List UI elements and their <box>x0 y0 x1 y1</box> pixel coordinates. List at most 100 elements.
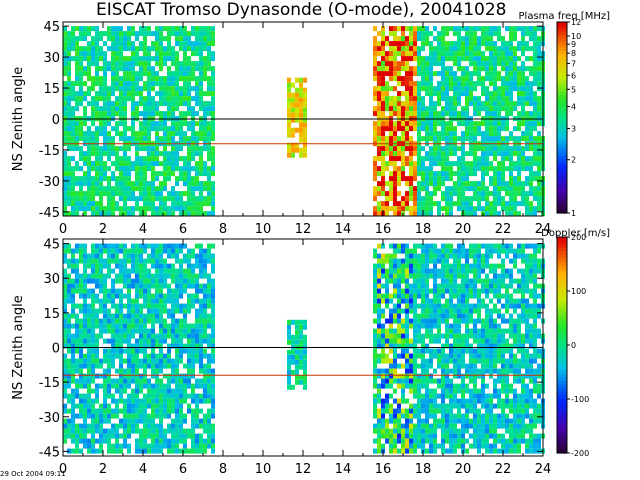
colorbar-segment <box>557 298 567 303</box>
colorbar-segment <box>557 359 567 364</box>
x-tick-label: 16 <box>375 462 392 477</box>
x-tick-label: 14 <box>335 222 352 237</box>
colorbar-segment <box>557 31 567 36</box>
x-tick-label: 16 <box>375 222 392 237</box>
x-tick-label: 2 <box>99 462 107 477</box>
colorbar-segment <box>557 247 567 252</box>
colorbar-segment <box>557 181 567 185</box>
timestamp-footer: 29 Oct 2004 09:11 <box>0 470 66 478</box>
colorbar-segment <box>557 373 567 378</box>
colorbar-segment <box>557 323 567 328</box>
colorbar-segment <box>557 111 567 115</box>
colorbar-segment <box>557 316 567 321</box>
colorbar-segment <box>557 237 567 242</box>
colorbar-segment <box>557 424 567 429</box>
colorbar-tick-label: 200 <box>571 233 586 242</box>
x-tick-label: 6 <box>179 462 187 477</box>
colorbar-segment <box>557 255 567 260</box>
x-tick-label: 0 <box>59 462 67 477</box>
colorbar-segment <box>557 348 567 353</box>
colorbar-segment <box>557 92 567 96</box>
colorbar: 200 100 0 -100 -200 Doppler [m/s] <box>541 228 610 458</box>
colorbar-segment <box>557 280 567 285</box>
colorbar-segment <box>557 152 567 157</box>
colorbar-segment <box>557 107 567 112</box>
colorbar-segment <box>557 399 567 404</box>
y-tick-label: 45 <box>43 238 60 253</box>
colorbar-segment <box>557 142 567 147</box>
colorbar-segment <box>557 177 567 182</box>
colorbar-segment <box>557 41 567 45</box>
chart-title: EISCAT Tromso Dynasonde (O-mode), 200410… <box>96 0 507 20</box>
y-tick-label: -15 <box>39 144 60 159</box>
colorbar-segment <box>557 366 567 371</box>
colorbar-segment <box>557 72 567 77</box>
colorbar-segment <box>557 431 567 436</box>
y-tick-label: -15 <box>39 376 60 391</box>
x-tick-label: 10 <box>255 222 272 237</box>
colorbar-segment <box>557 269 567 274</box>
colorbar-segment <box>557 171 567 176</box>
colorbar-segment <box>557 158 567 163</box>
y-tick-label: 30 <box>43 272 60 287</box>
colorbar-segment <box>557 193 567 198</box>
colorbar-segment <box>557 187 567 192</box>
colorbar-segment <box>557 291 567 296</box>
colorbar-segment <box>557 395 567 400</box>
colorbar-segment <box>557 53 567 58</box>
colorbar-segment <box>557 244 567 249</box>
colorbar-segment <box>557 287 567 292</box>
colorbar-segment <box>557 165 567 170</box>
colorbar-segment <box>557 60 567 64</box>
colorbar-segment <box>557 377 567 382</box>
colorbar-tick-label: -200 <box>571 449 589 458</box>
colorbar-segment <box>557 114 567 119</box>
colorbar-segment <box>557 309 567 314</box>
colorbar-segment <box>557 381 567 386</box>
colorbar-tick-label: 3 <box>571 125 576 134</box>
colorbar-segment <box>557 409 567 414</box>
colorbar-tick-label: 100 <box>571 287 586 296</box>
x-tick-label: 20 <box>455 222 472 237</box>
colorbar-segment <box>557 85 567 90</box>
colorbar-segment <box>557 25 567 29</box>
colorbar-segment <box>557 283 567 288</box>
colorbar-segment <box>557 69 567 74</box>
colorbar-segment <box>557 57 567 61</box>
y-tick-label: 30 <box>43 51 60 66</box>
colorbar-segment <box>557 197 567 201</box>
colorbar-segment <box>557 388 567 393</box>
colorbar-tick-label: 2 <box>571 156 576 165</box>
x-tick-label: 18 <box>415 462 432 477</box>
heatmap-cells <box>63 243 545 454</box>
colorbar-segment <box>557 79 567 84</box>
x-tick-label: 8 <box>219 222 227 237</box>
colorbar-segment <box>557 117 567 122</box>
colorbar-frame <box>556 21 568 214</box>
x-tick-label: 4 <box>139 462 147 477</box>
colorbar-segment <box>557 240 567 245</box>
chart-panel-2: 0 2 4 6 8 10 12 14 16 18 20 22 244530150-15-30-45NS … <box>11 228 610 477</box>
y-tick-label: 45 <box>43 20 60 35</box>
colorbar-segment <box>557 330 567 335</box>
colorbar-segment <box>557 63 567 68</box>
colorbar-segment <box>557 139 567 144</box>
colorbar-segment <box>557 352 567 357</box>
x-tick-label: 2 <box>99 222 107 237</box>
colorbar-segment <box>557 209 567 214</box>
colorbar-segment <box>557 155 567 160</box>
colorbar-segment <box>557 435 567 440</box>
colorbar-segment <box>557 34 567 39</box>
colorbar-segment <box>557 120 567 125</box>
colorbar-segment <box>557 149 567 154</box>
x-tick-label: 24 <box>535 222 552 237</box>
y-tick-label: 0 <box>52 113 60 128</box>
x-tick-label: 12 <box>295 222 312 237</box>
colorbar-segment <box>557 136 567 141</box>
colorbar-label: Doppler [m/s] <box>541 228 610 239</box>
x-tick-label: 8 <box>219 462 227 477</box>
x-tick-label: 22 <box>495 222 512 237</box>
y-axis-label: NS Zenith angle <box>11 295 26 399</box>
x-tick-label: 22 <box>495 462 512 477</box>
